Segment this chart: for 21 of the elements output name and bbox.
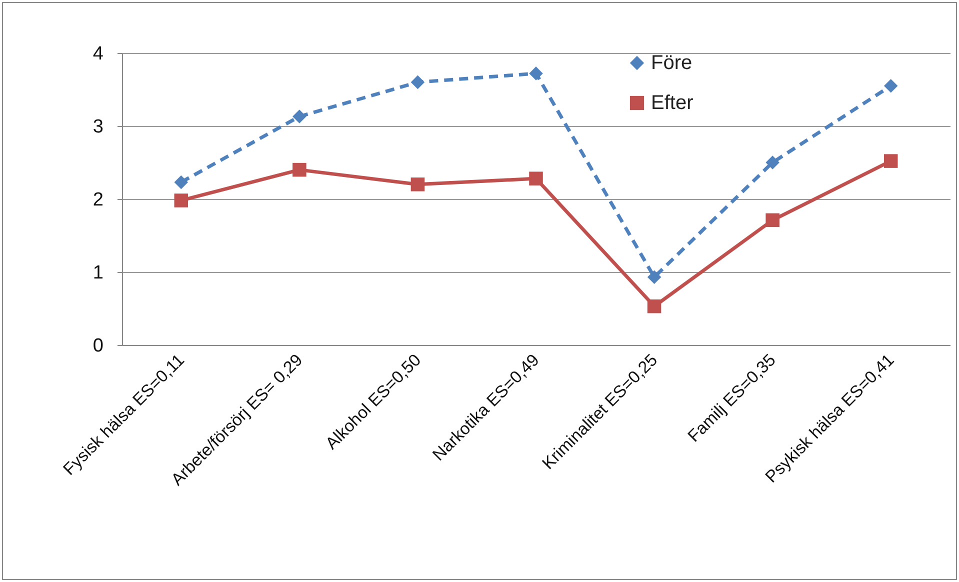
point (174, 175, 188, 190)
point (529, 172, 543, 186)
point (884, 78, 898, 93)
point (292, 110, 306, 124)
point (410, 178, 425, 192)
y-tick-label: 0 (92, 336, 104, 356)
y-tick-label: 1 (92, 262, 104, 284)
y-tick-label: 3 (92, 116, 104, 138)
legend-label: Efter (651, 92, 694, 114)
point (410, 75, 425, 90)
y-tick-label: 2 (92, 190, 104, 210)
point (884, 154, 898, 168)
point (174, 194, 188, 208)
point (766, 213, 780, 228)
point (529, 66, 543, 80)
point (292, 162, 306, 177)
point (647, 299, 662, 314)
point (766, 156, 780, 170)
point (647, 270, 662, 284)
y-tick-label: 4 (92, 44, 104, 64)
legend-label: Före (651, 52, 692, 74)
